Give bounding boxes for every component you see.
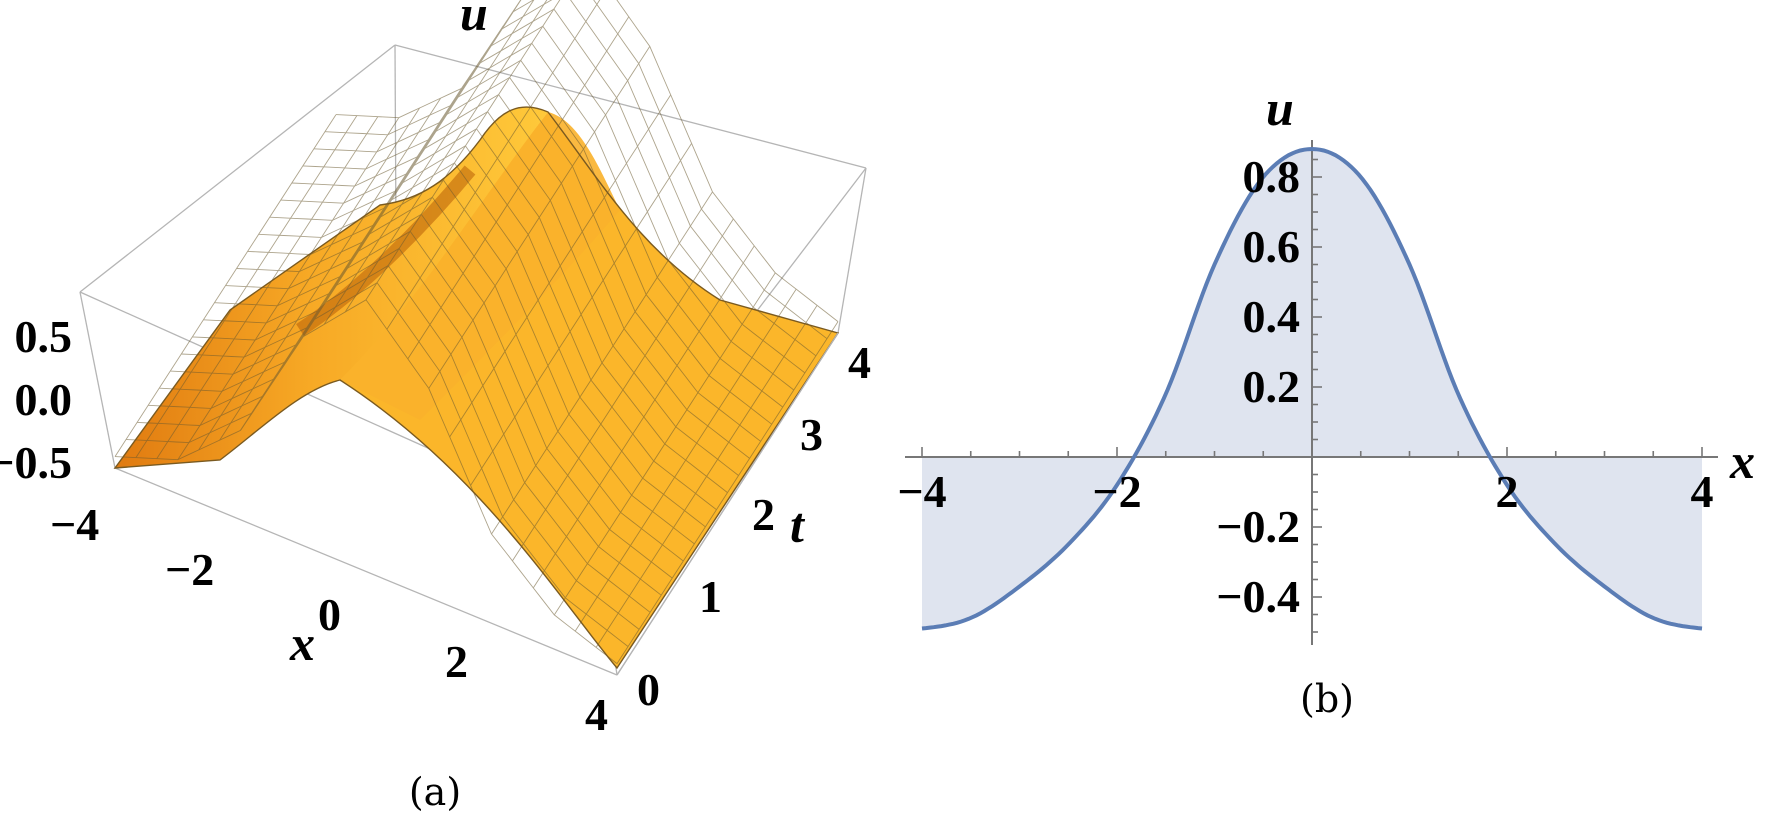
mesh-line bbox=[114, 114, 337, 457]
mesh-line bbox=[323, 0, 535, 325]
y-tick-label: 0.2 bbox=[1243, 361, 1301, 412]
mesh-line bbox=[177, 117, 400, 460]
surface-plot-panel: 0.5 0.0 −0.5 −4 −2 0 2 4 0 1 2 3 4 x t u… bbox=[0, 0, 871, 814]
x-tick-label: −2 bbox=[165, 544, 214, 595]
mesh-line bbox=[595, 305, 818, 648]
mesh-line bbox=[491, 191, 713, 535]
profile-line bbox=[921, 146, 1703, 631]
mesh-line bbox=[156, 116, 379, 459]
u-tick-label: 0.5 bbox=[15, 311, 73, 362]
y-axis-label: u bbox=[1266, 80, 1294, 136]
x-tick-label: 0 bbox=[318, 589, 341, 640]
t-tick-label: 0 bbox=[637, 664, 660, 715]
y-tick-label: −0.2 bbox=[1216, 501, 1300, 552]
mesh-line bbox=[512, 218, 734, 562]
mesh-line bbox=[365, 0, 561, 301]
x-tick-label: 4 bbox=[585, 689, 608, 740]
u-tick-label: 0.0 bbox=[15, 374, 73, 425]
mesh-line bbox=[261, 56, 483, 400]
mesh-line bbox=[407, 16, 630, 360]
mesh-line bbox=[449, 94, 672, 438]
t-tick-label: 3 bbox=[800, 409, 823, 460]
mesh-line bbox=[428, 46, 651, 389]
mesh-line bbox=[281, 25, 504, 369]
mesh-line bbox=[219, 97, 441, 441]
y-tick-label: 0.8 bbox=[1243, 151, 1301, 202]
x-tick-label: −4 bbox=[50, 499, 99, 550]
mesh-line bbox=[616, 321, 839, 664]
x-tick-label: 2 bbox=[445, 636, 468, 687]
x-axis-label: x bbox=[1729, 433, 1755, 489]
x-tick-label: 2 bbox=[1496, 466, 1519, 517]
y-tick-label: 0.6 bbox=[1243, 221, 1301, 272]
caption-a: (a) bbox=[409, 770, 461, 814]
mesh-line bbox=[344, 0, 548, 313]
t-tick-label: 2 bbox=[752, 489, 775, 540]
mesh-line bbox=[574, 288, 797, 632]
mesh-line bbox=[302, 0, 522, 337]
mesh-line bbox=[532, 245, 755, 589]
mesh-line bbox=[553, 272, 776, 616]
mesh-line bbox=[198, 107, 421, 451]
u-axis-label: u bbox=[460, 0, 488, 41]
surface-mesh bbox=[113, 0, 840, 670]
x-axis-label: x bbox=[289, 615, 315, 671]
mesh-line bbox=[240, 88, 462, 431]
caption-b: (b) bbox=[1300, 677, 1354, 721]
x-tick-label: −4 bbox=[897, 466, 946, 517]
t-axis-label: t bbox=[790, 497, 806, 553]
x-tick-label: 4 bbox=[1691, 466, 1714, 517]
t-tick-label: 1 bbox=[699, 571, 722, 622]
x-tick-label: −2 bbox=[1092, 466, 1141, 517]
mesh-line bbox=[135, 115, 358, 458]
u-tick-label: −0.5 bbox=[0, 437, 72, 488]
mesh-line bbox=[386, 0, 601, 330]
profile-plot-panel: −4 −2 2 4 0.8 0.6 0.4 0.2 −0.2 −0.4 x u (b) bbox=[897, 80, 1755, 721]
mesh-line bbox=[470, 143, 692, 486]
y-tick-label: 0.4 bbox=[1243, 291, 1301, 342]
y-tick-label: −0.4 bbox=[1216, 571, 1300, 622]
t-tick-label: 4 bbox=[848, 337, 871, 388]
